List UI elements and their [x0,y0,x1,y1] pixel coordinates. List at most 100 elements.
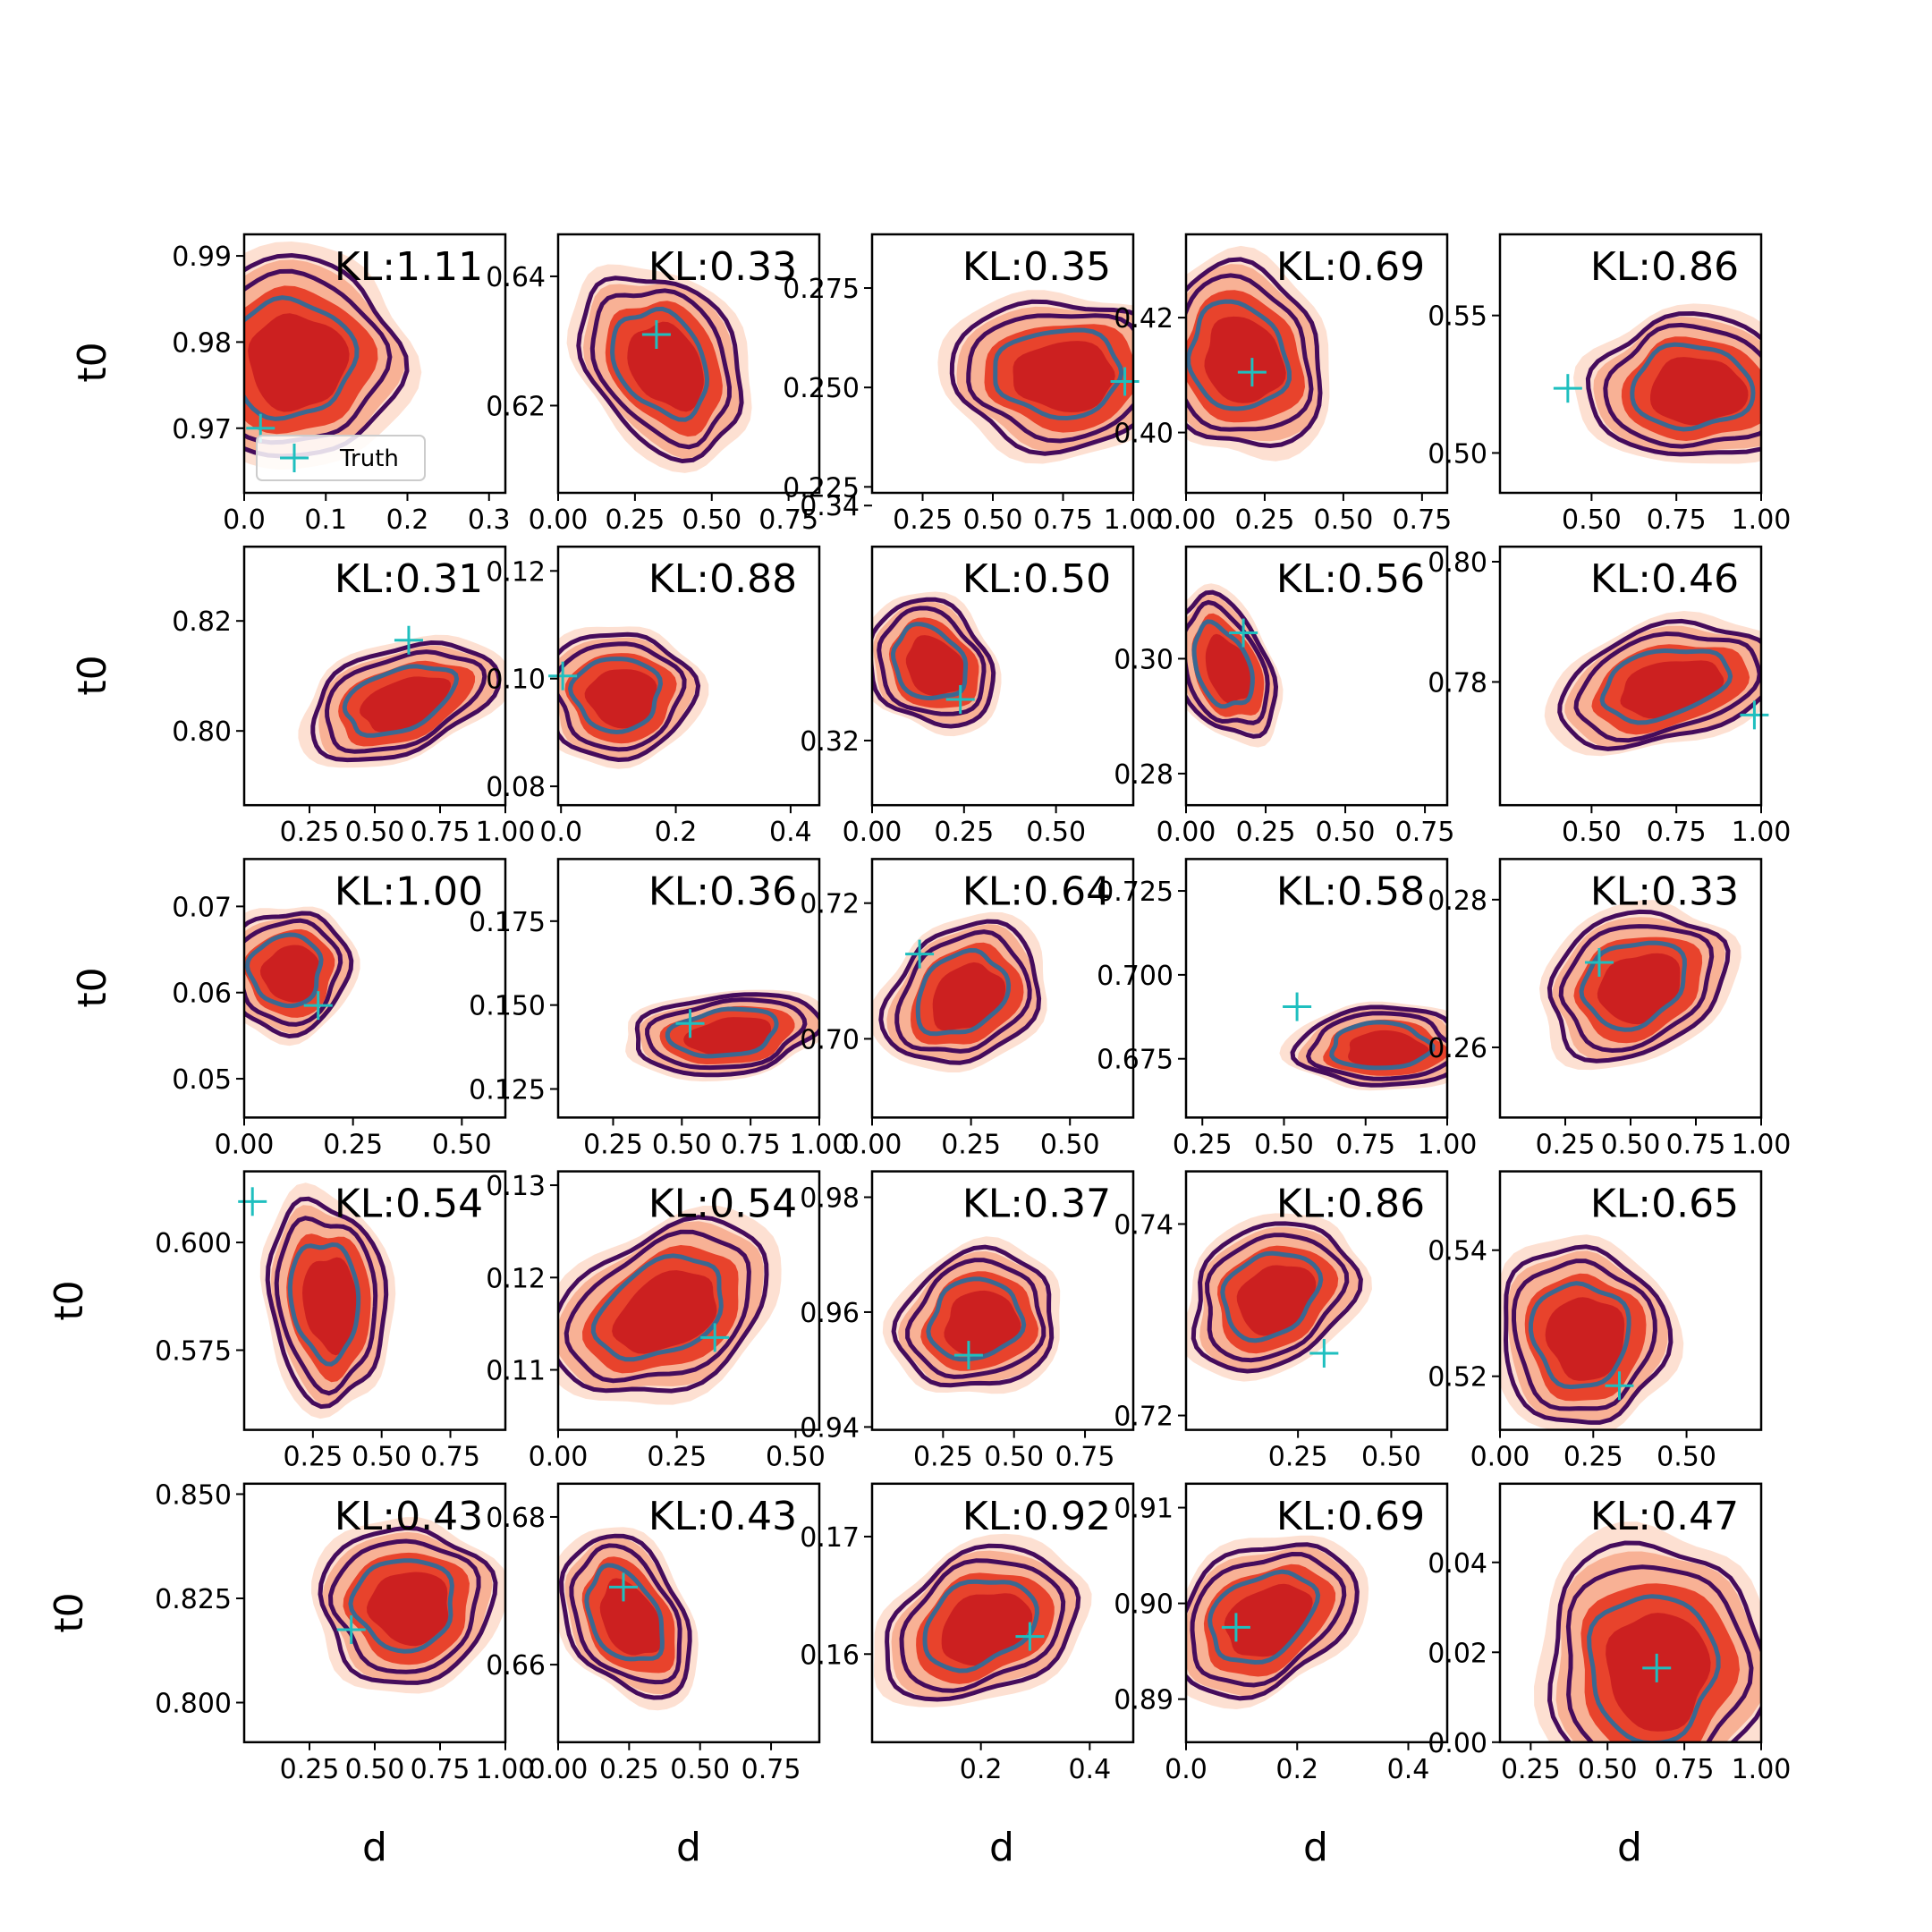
y-tick-label: 0.175 [469,907,546,938]
inner-contour-line [1599,648,1733,725]
x-tick-label: 0.4 [1387,1754,1430,1785]
x-tick-label: 1.00 [1732,1129,1792,1160]
density-fill-core [1650,357,1749,426]
outer-contour-line [894,929,1032,1054]
subplot-panel: 0.25 0.50 0.75 0.94 0.96 0.98 KL:0.37 [800,1170,1135,1473]
inner-contour-line [1191,619,1255,709]
outer-contour-line [589,288,733,450]
axes-frame [1498,1170,1763,1431]
kl-annotation: KL:1.00 [335,869,483,914]
density-fill-core [932,962,1006,1031]
x-tick-label: 0.25 [1236,817,1296,848]
x-tick-label: 1.00 [790,1129,850,1160]
x-tick-label: 0.50 [766,1442,826,1473]
density-fill-core [627,321,704,412]
inner-contour-line [244,295,360,421]
x-tick-label: 0.25 [1501,1754,1561,1785]
axes-frame [1184,1482,1449,1744]
outer-contour-line [244,268,393,445]
y-tick-label: 0.28 [1428,886,1487,917]
kl-annotation: KL:0.31 [335,556,483,602]
density-contours [872,911,1047,1072]
y-tick-label: 0.04 [1428,1548,1487,1580]
x-tick-label: 0.00 [529,504,589,536]
subplot-panel: 0.25 0.50 0.75 1.00 0.675 0.700 0.725 KL:0.58 [1097,858,1477,1160]
x-tick-label: 0.50 [1040,1129,1100,1160]
subplot-panel: 0.2 0.4 0.16 0.17 KL:0.92 [800,1482,1135,1785]
y-tick-label: 0.40 [1114,419,1174,450]
outer-contour-line [1546,909,1731,1063]
outer-contour-line [244,911,354,1039]
legend-label: Truth [339,445,399,472]
x-tick-label: 0.50 [1562,504,1622,536]
truth-marker [303,991,333,1021]
outer-contour-line [899,1558,1066,1693]
axes-frame [1184,858,1449,1119]
outer-contour-line [1585,310,1761,457]
legend-box [256,435,426,481]
outer-contour-line [872,597,996,729]
y-axis-label: t0 [70,342,115,382]
truth-marker [1015,1622,1045,1651]
x-axis-label: d [1617,1825,1642,1870]
x-tick-label: 0.1 [304,504,347,536]
y-tick-label: 0.54 [1428,1236,1487,1267]
density-contours [1573,303,1761,464]
density-contours [259,1182,396,1419]
kl-annotation: KL:0.54 [335,1182,483,1227]
x-tick-label: 0.50 [984,1442,1044,1473]
y-tick-label: 0.850 [155,1479,232,1511]
x-tick-label: 1.00 [1732,504,1792,536]
truth-marker [675,1009,705,1038]
x-tick-label: 0.25 [280,1754,340,1785]
y-tick-label: 0.800 [155,1689,232,1720]
x-axis-label: d [1303,1825,1328,1870]
x-tick-label: 0.0 [1165,1754,1208,1785]
x-tick-label: 0.0 [223,504,266,536]
density-fill-core [302,1257,358,1356]
density-fill-core [1606,1613,1711,1732]
y-tick-label: 0.16 [800,1640,860,1671]
x-tick-label: 0.25 [934,817,994,848]
kl-annotation: KL:0.56 [1276,556,1425,602]
x-tick-label: 1.00 [476,1754,536,1785]
x-tick-label: 0.25 [1268,1442,1328,1473]
x-tick-label: 0.50 [1657,1442,1716,1473]
outer-contour-line [558,1215,769,1394]
inner-contour-line [1528,1281,1631,1390]
subplot-panel: 0.25 0.50 0.75 1.00 0.00 0.02 0.04 KL:0.47 [1428,1482,1792,1785]
subplot-panel: 0.25 0.50 0.75 1.00 0.800 0.825 0.850 KL:0.43 [155,1479,535,1784]
y-tick-label: 0.80 [1428,547,1487,579]
subplot-panel: 0.00 0.25 0.50 0.75 0.62 0.64 KL:0.33 [486,233,821,536]
kl-annotation: KL:0.37 [962,1182,1111,1227]
inner-contour-line [590,1253,724,1362]
density-contours [1534,1521,1761,1742]
truth-marker [1584,948,1614,977]
x-axis-label: d [989,1825,1014,1870]
subplot-panel: 0.25 0.50 0.75 1.00 0.125 0.150 0.175 KL:0.36 [469,858,850,1160]
density-contours [937,290,1133,464]
outer-contour-line [634,992,819,1078]
inner-contour-line [567,657,664,735]
x-tick-label: 1.00 [1732,1754,1792,1785]
y-tick-label: 0.05 [172,1064,232,1096]
outer-contour-line [1558,924,1715,1054]
subplot-panel: 0.00 0.25 0.50 0.05 0.06 0.07 KL:1.00 [172,858,507,1160]
x-tick-label: 0.50 [352,1442,411,1473]
density-fill-core [1013,341,1115,412]
axes-frame [870,545,1135,807]
x-tick-label: 0.50 [963,504,1023,536]
y-axis-label: t0 [47,1592,92,1632]
outer-contour-line [559,1533,692,1700]
x-tick-label: 0.2 [655,817,698,848]
density-fill-core [1236,1265,1317,1336]
outer-contour-line [877,606,987,716]
y-tick-label: 0.98 [172,327,232,359]
y-tick-label: 0.28 [1114,759,1174,791]
y-tick-label: 0.600 [155,1228,232,1259]
subplot-panel: 0.25 0.50 0.75 1.00 0.225 0.250 0.275 KL:0.35 [783,233,1163,536]
y-tick-label: 0.94 [800,1412,860,1444]
x-tick-label: 0.25 [583,1129,643,1160]
truth-marker [394,625,423,655]
